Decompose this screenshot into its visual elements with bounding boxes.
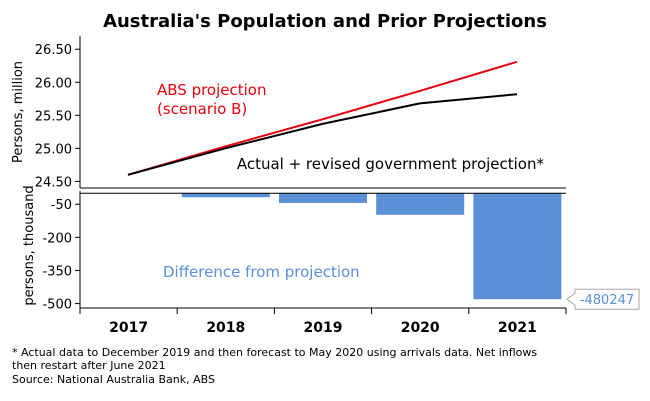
value-callout-label: -480247: [580, 293, 634, 308]
footnote-line-1: * Actual data to December 2019 and then …: [12, 346, 538, 359]
x-tick-label: 2020: [401, 320, 440, 336]
x-tick-label: 2021: [498, 320, 537, 336]
difference-bar: [473, 193, 562, 300]
source-note: Source: National Australia Bank, ABS: [12, 373, 215, 386]
difference-label: Difference from projection: [163, 263, 360, 281]
chart-title: Australia's Population and Prior Project…: [103, 11, 547, 32]
bottom-y-tick-label: -50: [51, 198, 72, 213]
x-tick-label: 2018: [206, 320, 245, 336]
footnote-line-2: then restart after June 2021: [12, 359, 166, 372]
top-y-tick-label: 25.00: [35, 142, 72, 157]
bottom-y-axis-title: persons, thousand: [22, 185, 37, 305]
top-y-tick-label: 26.50: [35, 43, 72, 58]
value-callout-box: [566, 288, 640, 310]
x-tick-label: 2019: [304, 320, 343, 336]
bottom-y-tick-label: -500: [42, 298, 72, 313]
abs-projection-line: [127, 60, 518, 176]
difference-bar: [376, 193, 465, 215]
abs-projection-label: (scenario B): [157, 100, 247, 118]
top-y-axis-title: Persons, million: [11, 61, 26, 163]
x-tick-label: 2017: [109, 320, 148, 336]
difference-bar: [279, 193, 367, 203]
abs-projection-label: ABS projection: [157, 81, 267, 99]
top-y-tick-label: 26.00: [35, 76, 72, 91]
top-y-tick-label: 25.50: [35, 109, 72, 124]
bottom-y-tick-label: -200: [42, 231, 72, 246]
bottom-y-tick-label: -350: [42, 264, 72, 279]
actual-revised-line: [127, 93, 518, 176]
difference-bar: [181, 193, 270, 198]
top-y-tick-label: 24.50: [35, 175, 72, 190]
actual-revised-label: Actual + revised government projection*: [237, 155, 545, 173]
